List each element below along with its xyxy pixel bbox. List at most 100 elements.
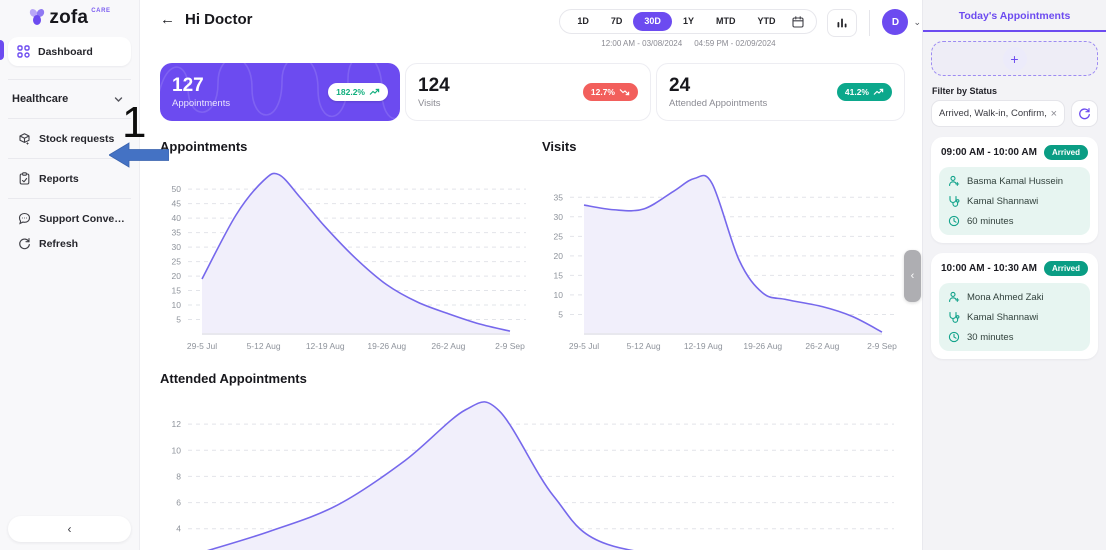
attended-appointments-chart: Attended Appointments 468101229-5 Jul5-1… — [160, 371, 921, 550]
stat-label: Appointments — [172, 98, 231, 109]
appointment-card[interactable]: 09:00 AM - 10:00 AM Arrived Basma Kamal … — [931, 137, 1098, 243]
time-range-group: 1D 7D 30D 1Y MTD YTD — [559, 9, 818, 34]
svg-text:26-2 Aug: 26-2 Aug — [805, 341, 839, 351]
main-content: ← Hi Doctor 1D 7D 30D 1Y MTD YTD — [141, 0, 921, 550]
range-button-mtd[interactable]: MTD — [705, 12, 747, 31]
page-title: Hi Doctor — [185, 11, 253, 28]
svg-text:6: 6 — [176, 498, 181, 508]
svg-text:30: 30 — [172, 242, 182, 252]
topbar-divider — [869, 10, 871, 36]
status-filter-value: Arrived, Walk-in, Confirm,... — [939, 108, 1047, 119]
stat-card-visits[interactable]: 124 Visits 12.7% — [405, 63, 651, 121]
stat-label: Attended Appointments — [669, 98, 768, 109]
avatar[interactable]: D — [882, 9, 909, 35]
zofa-logo-icon — [28, 7, 46, 27]
svg-text:15: 15 — [554, 270, 564, 280]
doctor-name: Kamal Shannawi — [967, 195, 1039, 207]
trend-down-icon — [619, 89, 630, 96]
sidebar-item-label: Reports — [39, 172, 79, 185]
appointments-chart-plot: 5 10 15 20 25 30 35 40 45 50 29-5 Jul 5-12 Aug 12-19… — [172, 172, 526, 351]
duration-row: 60 minutes — [948, 215, 1081, 227]
svg-text:15: 15 — [172, 286, 182, 296]
sidebar-item-healthcare[interactable]: Healthcare — [0, 80, 139, 105]
doctor-row: Kamal Shannawi — [948, 195, 1081, 207]
chart-title: Attended Appointments — [160, 371, 307, 386]
patient-name: Mona Ahmed Zaki — [967, 291, 1044, 303]
chat-icon — [18, 212, 31, 225]
svg-text:12: 12 — [172, 419, 182, 429]
sidebar-divider — [8, 158, 131, 159]
stats-row: 127 Appointments 182.2% 124 Visits 12.7% — [160, 63, 905, 121]
sidebar-item-label: Stock requests — [39, 132, 115, 145]
appointment-card[interactable]: 10:00 AM - 10:30 AM Arrived Mona Ahmed Z… — [931, 253, 1098, 359]
doctor-icon — [948, 195, 960, 207]
sidebar-item-reports[interactable]: Reports — [0, 159, 139, 185]
stat-value: 24 — [669, 75, 691, 96]
svg-text:2-9 Sep: 2-9 Sep — [495, 341, 525, 351]
svg-text:19-26 Aug: 19-26 Aug — [743, 341, 782, 351]
refresh-icon — [18, 237, 31, 250]
sidebar-divider — [8, 118, 131, 119]
svg-text:45: 45 — [172, 199, 182, 209]
svg-text:5-12 Aug: 5-12 Aug — [247, 341, 281, 351]
refresh-appointments-button[interactable] — [1071, 100, 1098, 127]
user-menu[interactable]: D ⌄ — [882, 9, 921, 35]
svg-text:5: 5 — [558, 309, 563, 319]
range-button-7d[interactable]: 7D — [600, 12, 634, 31]
trend-badge: 182.2% — [328, 83, 388, 101]
chevron-down-icon: ⌄ — [913, 16, 921, 27]
patient-row: Mona Ahmed Zaki — [948, 291, 1081, 303]
chart-title: Appointments — [160, 139, 248, 154]
sidebar-item-label: Dashboard — [38, 45, 93, 58]
panel-collapse-handle[interactable]: ‹ — [904, 250, 921, 302]
chart-view-button[interactable] — [827, 9, 858, 37]
chevron-down-icon — [114, 95, 127, 104]
logo-text: zofa — [49, 7, 89, 28]
svg-text:25: 25 — [172, 257, 182, 267]
svg-text:20: 20 — [172, 271, 182, 281]
stat-card-attended-appointments[interactable]: 24 Attended Appointments 41.2% — [656, 63, 905, 121]
svg-text:35: 35 — [172, 228, 182, 238]
logo: zofa CARE — [0, 0, 139, 31]
sidebar-item-dashboard[interactable]: Dashboard — [0, 37, 131, 66]
range-button-ytd[interactable]: YTD — [746, 12, 786, 31]
clear-filter-icon[interactable]: × — [1050, 107, 1057, 120]
stat-card-appointments[interactable]: 127 Appointments 182.2% — [160, 63, 400, 121]
date-range-text: 12:00 AM - 03/08/2024 04:59 PM - 02/09/2… — [601, 39, 775, 48]
range-button-30d[interactable]: 30D — [633, 12, 672, 31]
chart-title: Visits — [542, 139, 577, 154]
trend-badge: 12.7% — [582, 83, 638, 101]
patient-icon — [948, 291, 960, 303]
trend-up-icon — [873, 88, 884, 95]
svg-text:29-5 Jul: 29-5 Jul — [569, 341, 599, 351]
calendar-icon[interactable] — [786, 15, 810, 28]
filter-by-status-label: Filter by Status — [932, 86, 998, 96]
range-button-1y[interactable]: 1Y — [672, 12, 705, 31]
doctor-name: Kamal Shannawi — [967, 311, 1039, 323]
sidebar-item-stock-requests[interactable]: Stock requests — [0, 119, 139, 145]
range-button-1d[interactable]: 1D — [566, 12, 600, 31]
svg-text:4: 4 — [176, 524, 181, 534]
back-arrow-icon[interactable]: ← — [160, 11, 175, 28]
status-filter-select[interactable]: Arrived, Walk-in, Confirm,... × — [931, 100, 1065, 127]
active-indicator — [0, 40, 4, 60]
time-range-section: 1D 7D 30D 1Y MTD YTD 12:00 AM - 03/08/20… — [559, 9, 818, 48]
sidebar-item-support-conversations[interactable]: Support Conversati... — [0, 199, 139, 225]
sidebar-item-refresh[interactable]: Refresh — [0, 225, 139, 250]
package-icon — [18, 132, 31, 145]
patient-row: Basma Kamal Hussein — [948, 175, 1081, 187]
svg-text:19-26 Aug: 19-26 Aug — [367, 341, 406, 351]
sidebar-item-label: Healthcare — [12, 93, 69, 105]
duration-row: 30 minutes — [948, 331, 1081, 343]
svg-text:5: 5 — [176, 315, 181, 325]
stat-label: Visits — [418, 98, 441, 109]
svg-text:40: 40 — [172, 213, 182, 223]
doctor-row: Kamal Shannawi — [948, 311, 1081, 323]
sidebar-collapse-button[interactable]: ‹ — [8, 516, 131, 542]
add-appointment-button[interactable]: + — [931, 41, 1098, 76]
sidebar-item-label: Refresh — [39, 237, 79, 250]
sidebar-divider — [8, 79, 131, 80]
topbar: ← Hi Doctor 1D 7D 30D 1Y MTD YTD — [160, 9, 921, 48]
